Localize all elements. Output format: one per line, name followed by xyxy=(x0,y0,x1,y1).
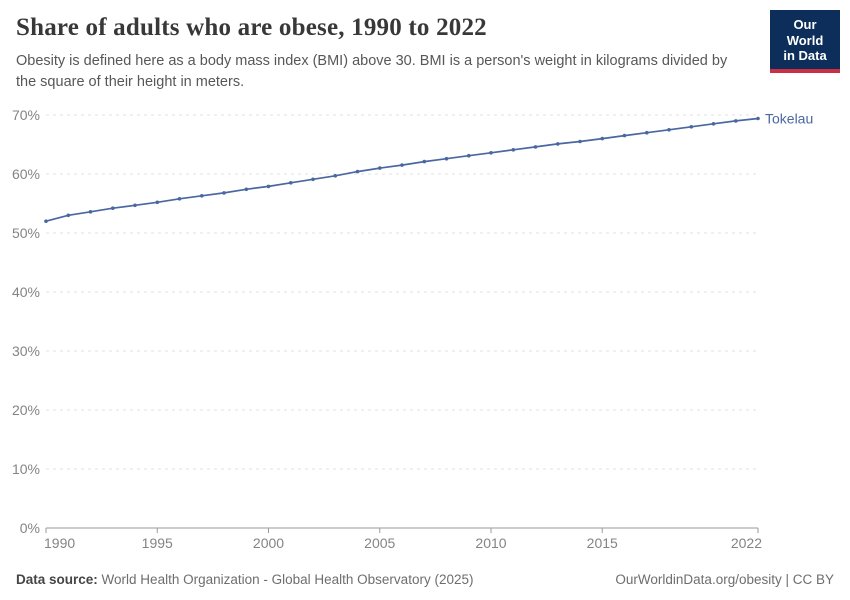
data-point xyxy=(88,210,93,214)
data-point xyxy=(111,206,115,210)
data-point xyxy=(533,145,538,149)
y-gridlines xyxy=(46,114,758,470)
chart-header: Share of adults who are obese, 1990 to 2… xyxy=(0,0,850,92)
data-point xyxy=(200,194,204,198)
y-tick-label: 20% xyxy=(12,402,40,418)
x-tick-label: 2015 xyxy=(587,535,618,551)
data-point xyxy=(289,181,293,185)
y-tick-label: 30% xyxy=(12,343,40,359)
data-points xyxy=(44,116,760,223)
data-point xyxy=(177,197,182,201)
data-point xyxy=(622,133,627,138)
data-point xyxy=(645,130,649,135)
data-point xyxy=(511,148,516,152)
owid-logo-line2: in Data xyxy=(783,48,827,64)
data-point xyxy=(578,139,582,144)
data-point xyxy=(378,166,382,170)
x-tick-label: 2000 xyxy=(253,535,284,551)
data-line xyxy=(45,117,759,223)
data-point xyxy=(489,151,493,155)
data-point xyxy=(155,200,160,205)
data-point xyxy=(44,219,48,223)
y-tick-label: 40% xyxy=(12,284,40,300)
data-point xyxy=(711,122,716,126)
page-title: Share of adults who are obese, 1990 to 2… xyxy=(16,14,487,41)
y-tick-label: 50% xyxy=(12,225,40,241)
license-link[interactable]: OurWorldinData.org/obesity | CC BY xyxy=(615,572,834,587)
data-source-text: World Health Organization - Global Healt… xyxy=(101,572,474,587)
x-tick-label: 2022 xyxy=(731,535,762,551)
chart-subtitle: Obesity is defined here as a body mass i… xyxy=(16,53,728,90)
data-point xyxy=(467,153,471,158)
x-tick-label: 1990 xyxy=(44,535,75,551)
data-point xyxy=(667,128,671,132)
y-tick-label: 10% xyxy=(12,461,40,477)
x-tick-labels: 1990 1995 2000 2005 2010 2015 2022 xyxy=(44,535,762,551)
data-point xyxy=(600,136,605,141)
data-point xyxy=(266,184,271,189)
data-point xyxy=(133,203,137,208)
data-point xyxy=(244,187,249,192)
y-tick-label: 70% xyxy=(12,107,40,123)
owid-logo-line1: Our World xyxy=(786,17,824,48)
data-point xyxy=(689,125,694,129)
x-tick-label: 2005 xyxy=(364,535,395,551)
x-tick-label: 1995 xyxy=(142,535,173,551)
y-tick-label: 60% xyxy=(12,166,40,182)
data-point xyxy=(222,191,226,195)
chart-footer: Data source: World Health Organization -… xyxy=(16,572,834,587)
y-tick-labels: 0% 10% 20% 30% 40% 50% 60% 70% xyxy=(12,107,40,536)
data-point xyxy=(333,174,338,178)
owid-logo[interactable]: Our World in Data xyxy=(770,10,840,73)
y-tick-label: 0% xyxy=(20,520,40,536)
data-point xyxy=(355,169,360,174)
x-axis xyxy=(45,527,759,533)
data-point xyxy=(311,177,315,182)
data-point xyxy=(400,163,404,167)
data-point xyxy=(556,142,560,146)
data-point xyxy=(444,156,449,161)
data-point xyxy=(422,159,427,164)
data-point xyxy=(734,119,738,123)
data-point xyxy=(756,116,760,121)
data-point xyxy=(66,213,71,218)
data-source-label: Data source: xyxy=(16,572,98,587)
data-source-note: Data source: World Health Organization -… xyxy=(16,572,473,587)
series-end-label: Tokelau xyxy=(765,110,813,126)
x-tick-label: 2010 xyxy=(475,535,506,551)
line-chart: 0% 10% 20% 30% 40% 50% 60% 70% 1990 1995 2000 2005 2… xyxy=(12,107,813,551)
